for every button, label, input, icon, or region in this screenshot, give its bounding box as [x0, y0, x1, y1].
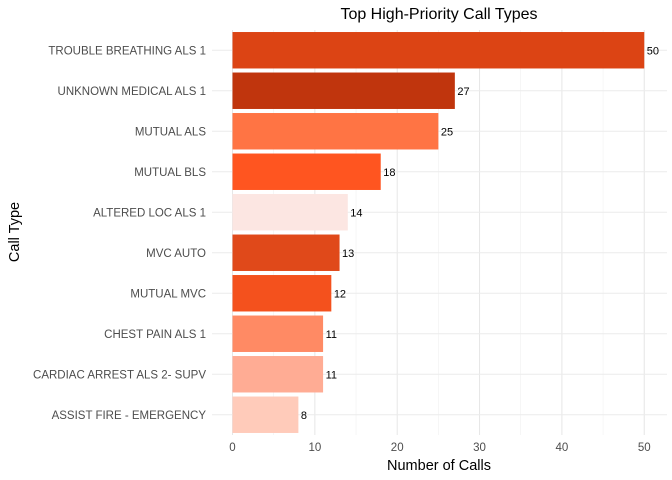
bar — [232, 194, 348, 231]
data-label: 11 — [326, 369, 337, 381]
x-tick-label: 30 — [473, 442, 486, 454]
bar — [232, 72, 455, 109]
data-label: 11 — [326, 329, 337, 341]
x-tick-label: 40 — [556, 442, 569, 454]
y-tick-label: UNKNOWN MEDICAL ALS 1 — [58, 86, 206, 98]
y-tick-label: CHEST PAIN ALS 1 — [104, 329, 206, 341]
bar — [232, 396, 299, 433]
data-label: 14 — [350, 207, 362, 219]
y-tick-label: MVC AUTO — [146, 248, 206, 260]
chart-title: Top High-Priority Call Types — [340, 6, 537, 23]
data-label: 12 — [334, 288, 346, 300]
y-tick-label: ASSIST FIRE - EMERGENCY — [52, 410, 207, 422]
data-label: 27 — [457, 86, 469, 98]
data-label: 50 — [647, 45, 659, 57]
bar — [232, 315, 324, 352]
y-tick-label: CARDIAC ARREST ALS 2- SUPV — [33, 369, 206, 381]
bar — [232, 356, 324, 393]
x-axis-title: Number of Calls — [387, 458, 491, 474]
x-tick-label: 20 — [391, 442, 404, 454]
bar — [232, 275, 332, 312]
x-axis-tick-labels: 0 10 20 30 40 50 — [229, 442, 650, 454]
y-tick-label: TROUBLE BREATHING ALS 1 — [48, 45, 206, 57]
y-axis-title: Call Type — [7, 202, 23, 262]
data-label: 13 — [342, 248, 354, 260]
y-tick-label: MUTUAL BLS — [134, 167, 206, 179]
bar — [232, 153, 381, 190]
x-tick-label: 10 — [308, 442, 321, 454]
x-tick-label: 0 — [229, 442, 235, 454]
bar — [232, 234, 340, 271]
data-label: 25 — [441, 126, 453, 138]
y-tick-label: MUTUAL MVC — [130, 288, 206, 300]
data-label: 18 — [383, 167, 395, 179]
y-tick-label: ALTERED LOC ALS 1 — [93, 207, 206, 219]
data-label: 8 — [301, 410, 307, 422]
bars — [232, 32, 645, 433]
y-axis-tick-labels: TROUBLE BREATHING ALS 1 UNKNOWN MEDICAL A… — [33, 45, 206, 422]
data-labels: 50 27 25 18 14 13 12 11 11 8 — [301, 45, 659, 422]
bar — [232, 113, 439, 150]
bar — [232, 32, 645, 69]
x-tick-label: 50 — [638, 442, 651, 454]
y-tick-label: MUTUAL ALS — [135, 126, 206, 138]
